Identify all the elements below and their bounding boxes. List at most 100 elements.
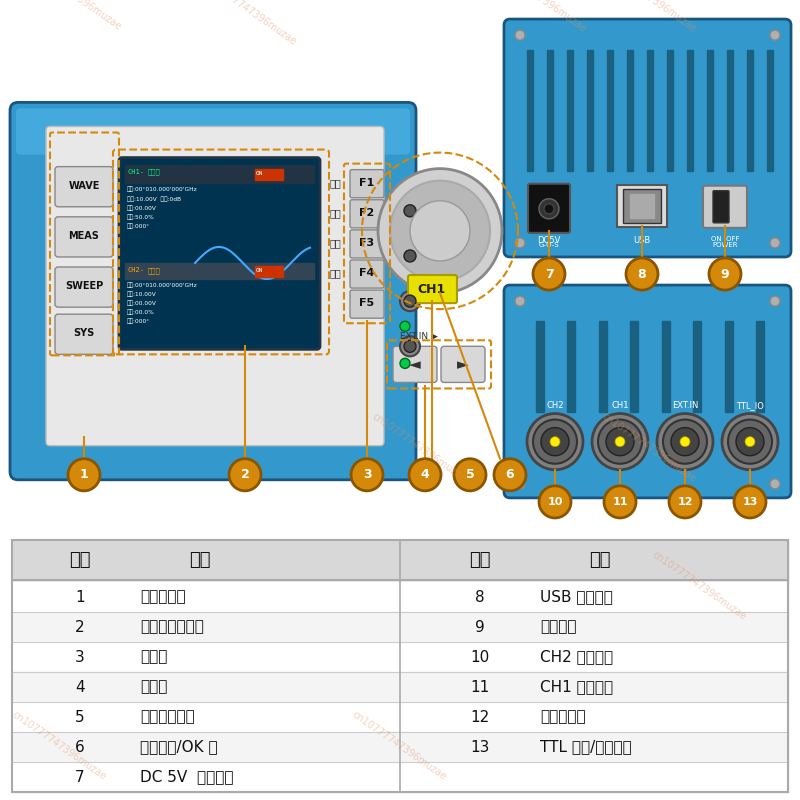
Circle shape [626,258,658,290]
FancyBboxPatch shape [504,285,791,498]
Circle shape [539,486,571,518]
FancyBboxPatch shape [16,109,410,154]
Text: 3: 3 [362,468,371,482]
Text: 频率:00°010.000'000'GHz: 频率:00°010.000'000'GHz [127,186,198,192]
Circle shape [539,198,559,219]
Text: 彩色液晶显示屏: 彩色液晶显示屏 [140,619,204,634]
Text: CH1-: CH1- [127,169,144,174]
Text: 描述: 描述 [590,551,610,569]
Bar [547,50,553,170]
Circle shape [663,419,707,464]
Circle shape [390,181,490,281]
Bar [587,50,593,170]
FancyBboxPatch shape [46,126,384,446]
Bar [727,50,733,170]
Bar [607,50,613,170]
Circle shape [494,458,526,491]
Text: 占空: 占空 [330,268,342,278]
Circle shape [604,486,636,518]
Bar [687,50,693,170]
Text: cn10777747396muzae: cn10777747396muzae [490,0,588,34]
Circle shape [404,295,416,307]
Text: ON  OFF: ON OFF [710,236,739,242]
FancyBboxPatch shape [713,190,729,223]
Bar [756,322,764,411]
Bar [667,50,673,170]
Bar [707,50,713,170]
Text: ON: ON [256,170,263,176]
Bar [725,322,733,411]
Text: cn10777747396muzae: cn10777747396muzae [350,710,448,782]
Text: cn10777747396muzae: cn10777747396muzae [650,550,748,622]
Bar [12,642,788,672]
Text: 1: 1 [80,468,88,482]
Bar [125,263,314,279]
Text: F3: F3 [359,238,374,248]
Text: 占空:50.0%: 占空:50.0% [127,214,155,220]
Text: 9: 9 [475,619,485,634]
Text: CH2 输出端口: CH2 输出端口 [540,650,613,665]
Circle shape [404,250,416,262]
Circle shape [533,419,577,464]
Text: CH1 输出端口: CH1 输出端口 [540,679,613,694]
Text: 占空:00.0%: 占空:00.0% [127,310,155,315]
Circle shape [400,291,420,311]
FancyBboxPatch shape [119,158,320,350]
FancyBboxPatch shape [55,166,113,206]
Text: 9: 9 [721,267,730,281]
Text: 5: 5 [75,710,85,725]
Text: 3: 3 [75,650,85,665]
Text: 幅度:10.00V: 幅度:10.00V [127,291,157,297]
FancyBboxPatch shape [617,185,667,227]
Bar [12,582,788,612]
Text: 10: 10 [470,650,490,665]
Text: cn10777747396muzae: cn10777747396muzae [10,710,108,782]
Text: 8: 8 [638,267,646,281]
Text: 频率: 频率 [330,178,342,188]
Circle shape [657,414,713,470]
Text: F1: F1 [359,178,374,188]
Text: 幅度:10.00V  衰减:0dB: 幅度:10.00V 衰减:0dB [127,196,181,202]
Text: 功能按键区: 功能按键区 [140,590,186,605]
Text: 方向键: 方向键 [140,679,167,694]
Bar [630,194,654,218]
Text: 1: 1 [75,590,85,605]
Circle shape [404,205,416,217]
FancyBboxPatch shape [10,102,416,480]
Text: 10: 10 [547,497,562,507]
Bar [662,322,670,411]
Circle shape [770,30,780,40]
FancyBboxPatch shape [350,290,384,318]
Text: 描述: 描述 [190,551,210,569]
Bar [12,732,788,762]
Text: 外测量端口: 外测量端口 [540,710,586,725]
Text: 6: 6 [506,468,514,482]
Circle shape [229,458,261,491]
Circle shape [671,428,699,456]
Text: 序号: 序号 [470,551,490,569]
Text: USB 通信接口: USB 通信接口 [540,590,613,605]
Bar [567,322,575,411]
Text: 13: 13 [742,497,758,507]
Circle shape [734,486,766,518]
Text: 4: 4 [421,468,430,482]
Circle shape [409,458,441,491]
FancyBboxPatch shape [441,346,485,382]
Bar [12,762,788,792]
Circle shape [709,258,741,290]
FancyBboxPatch shape [55,217,113,257]
Bar [255,266,283,277]
Bar [767,50,773,170]
Text: USB: USB [634,236,650,245]
Text: SWEEP: SWEEP [65,281,103,291]
Text: TTL_IO: TTL_IO [736,401,764,410]
Bar [12,672,788,702]
Text: TTL 输入/输出端口: TTL 输入/输出端口 [540,739,632,754]
Text: EXT.IN: EXT.IN [672,401,698,410]
Text: 正弦波: 正弦波 [148,169,161,175]
Text: 偏置:00.00V: 偏置:00.00V [127,205,157,210]
Text: 6: 6 [75,739,85,754]
Text: 11: 11 [612,497,628,507]
Circle shape [550,437,560,446]
FancyBboxPatch shape [703,186,747,228]
